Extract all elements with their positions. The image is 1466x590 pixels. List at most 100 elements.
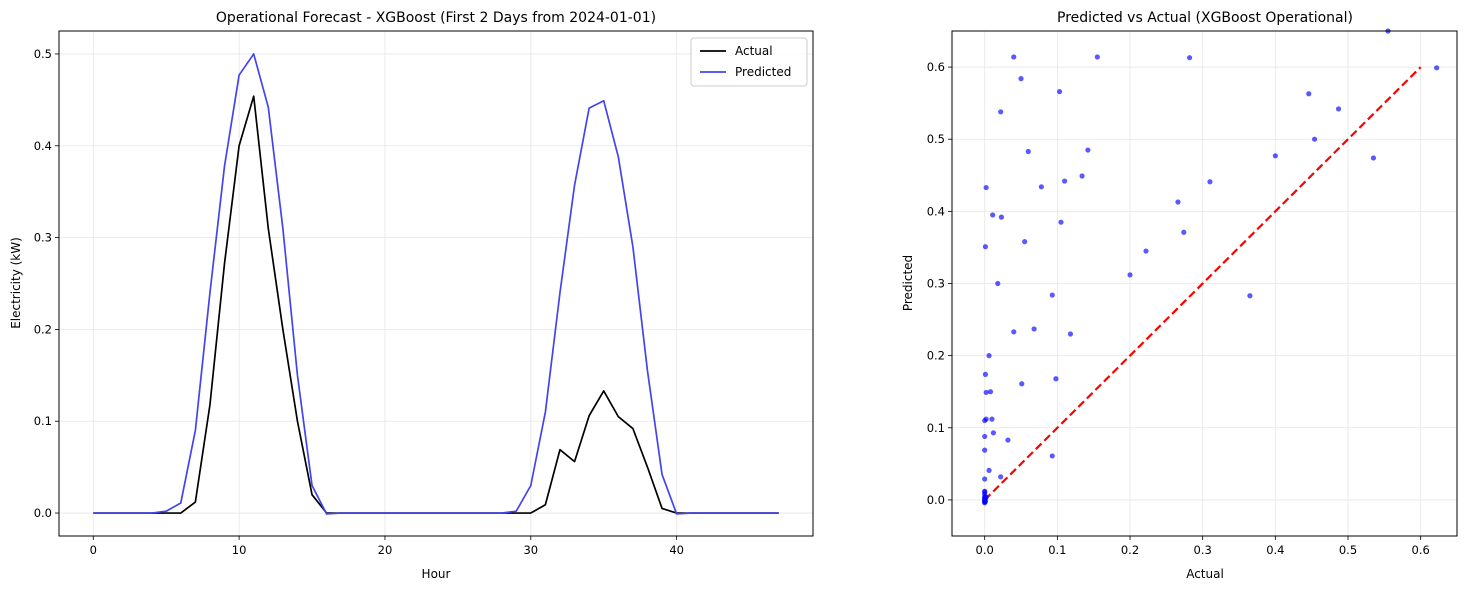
legend-label-predicted: Predicted <box>735 65 791 79</box>
left-y-tick-label: 0.5 <box>34 47 52 61</box>
left-x-tick-label: 0 <box>90 543 97 557</box>
scatter-point <box>1053 376 1059 382</box>
scatter-point <box>982 498 989 504</box>
right-x-tick-label: 0.3 <box>1194 543 1212 557</box>
scatter-chart-panel: 0.0 0.1 0.2 0.3 0.4 0.5 0.6 0.0 0.1 0.2 0.3 0.4 0.5 0… <box>901 10 1458 581</box>
left-axes-frame <box>58 30 814 537</box>
scatter-point <box>1049 292 1055 298</box>
scatter-point <box>1272 153 1278 159</box>
scatter-point <box>982 476 988 482</box>
left-x-tick-label: 40 <box>669 543 684 557</box>
right-y-tick-label: 0.0 <box>927 493 945 507</box>
scatter-point <box>998 474 1004 480</box>
right-y-tick-label: 0.4 <box>927 204 945 218</box>
scatter-point <box>1335 106 1342 112</box>
right-chart-title: Predicted vs Actual (XGBoost Operational… <box>1057 10 1353 26</box>
left-x-tick-label: 10 <box>232 543 247 557</box>
left-y-tick-label: 0.2 <box>34 322 52 336</box>
scatter-point <box>983 494 989 500</box>
scatter-point <box>1247 293 1253 299</box>
left-chart-title: Operational Forecast - XGBoost (First 2 … <box>216 10 656 26</box>
scatter-point <box>1127 272 1133 278</box>
scatter-point <box>1079 173 1085 179</box>
scatter-point <box>1181 229 1187 235</box>
left-y-tick-label: 0.0 <box>34 506 52 520</box>
right-x-tick-label: 0.5 <box>1339 543 1357 557</box>
scatter-point <box>1067 331 1074 337</box>
right-scatter-points <box>982 28 1440 506</box>
scatter-point <box>982 488 988 494</box>
scatter-point <box>1011 54 1017 60</box>
series-line-predicted <box>93 53 779 515</box>
right-x-tick-label: 0.0 <box>976 543 994 557</box>
line-chart-panel: 0 10 20 30 40 0.0 0.1 0.2 0.3 0.4 0.5 Operational … <box>9 10 814 581</box>
scatter-point <box>998 109 1004 115</box>
right-x-tick-label: 0.1 <box>1048 543 1066 557</box>
scatter-point <box>1085 147 1091 153</box>
scatter-point <box>1049 453 1055 459</box>
scatter-point <box>1187 55 1193 61</box>
scatter-point <box>995 280 1001 287</box>
scatter-point <box>998 214 1005 220</box>
scatter-point <box>982 244 989 250</box>
scatter-point <box>982 447 988 453</box>
left-y-tick-label: 0.4 <box>34 139 52 153</box>
right-y-tick-label: 0.1 <box>927 421 945 435</box>
scatter-point <box>1434 65 1440 71</box>
scatter-point <box>1311 136 1318 142</box>
scatter-point <box>1062 178 1068 184</box>
right-x-tick-label: 0.4 <box>1266 543 1284 557</box>
scatter-point <box>1019 381 1025 387</box>
left-x-tick-label: 20 <box>378 543 393 557</box>
right-y-tick-label: 0.5 <box>927 132 945 146</box>
scatter-point <box>990 212 996 218</box>
scatter-point <box>990 430 997 436</box>
right-y-tick-label: 0.3 <box>927 277 945 291</box>
scatter-point <box>1005 437 1011 443</box>
right-y-tick-label: 0.2 <box>927 349 945 363</box>
left-series-lines <box>93 53 779 515</box>
scatter-point <box>982 417 988 424</box>
scatter-point <box>1094 54 1100 60</box>
legend-label-actual: Actual <box>735 44 773 58</box>
scatter-point <box>982 433 988 440</box>
scatter-point <box>983 184 989 191</box>
scatter-point <box>1022 239 1028 245</box>
scatter-point <box>982 371 989 377</box>
scatter-point <box>1058 219 1064 225</box>
scatter-point <box>1175 199 1181 205</box>
scatter-point <box>987 389 994 395</box>
scatter-point <box>1038 184 1044 190</box>
scatter-point <box>986 353 992 359</box>
scatter-point <box>1370 155 1377 161</box>
right-x-tick-label: 0.2 <box>1121 543 1139 557</box>
scatter-point <box>1011 329 1017 335</box>
series-line-actual <box>93 95 779 514</box>
left-y-axis-label: Electricity (kW) <box>9 237 23 329</box>
right-y-axis-label: Predicted <box>901 255 915 311</box>
scatter-point <box>1207 179 1213 185</box>
right-y-tick-label: 0.6 <box>927 60 945 74</box>
right-reference-line <box>983 66 1422 501</box>
scatter-point <box>983 389 989 396</box>
scatter-point <box>986 467 992 473</box>
left-x-axis-label: Hour <box>422 567 451 581</box>
scatter-point <box>1306 91 1312 97</box>
scatter-point <box>989 416 995 422</box>
legend: Actual Predicted <box>690 37 808 87</box>
scatter-point <box>1031 326 1037 332</box>
scatter-point <box>1143 248 1149 254</box>
identity-reference-line <box>983 66 1422 501</box>
left-y-tick-label: 0.1 <box>34 414 52 428</box>
right-ticks: 0.0 0.1 0.2 0.3 0.4 0.5 0.6 0.0 0.1 0.2 0.3 0.4 0.5 0… <box>927 60 1430 557</box>
legend-box <box>690 37 808 87</box>
left-ticks: 0 10 20 30 40 0.0 0.1 0.2 0.3 0.4 0.5 <box>34 47 684 557</box>
left-x-tick-label: 30 <box>523 543 538 557</box>
right-x-tick-label: 0.6 <box>1412 543 1430 557</box>
left-grid <box>59 31 813 536</box>
scatter-point <box>1056 89 1063 95</box>
scatter-point <box>1018 76 1024 82</box>
right-x-axis-label: Actual <box>1186 567 1224 581</box>
left-y-tick-label: 0.3 <box>34 231 52 245</box>
